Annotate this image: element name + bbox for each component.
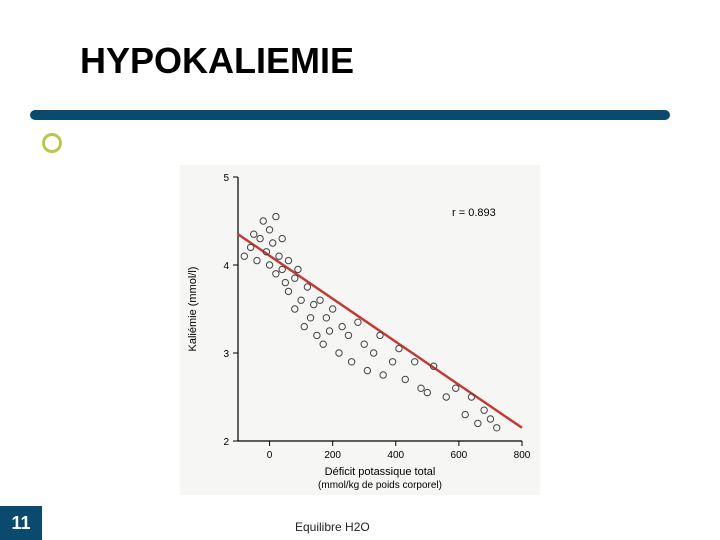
svg-text:4: 4: [223, 261, 229, 272]
svg-text:800: 800: [514, 450, 531, 461]
scatter-chart: 2 3 4 5 0 200 400 600 800 Kaliémie (mmol/l) Défici…: [180, 165, 540, 495]
title-underline: [30, 110, 670, 120]
svg-text:Déficit potassique total: Déficit potassique total: [325, 466, 436, 478]
slide: HYPOKALIEMIE 2 3 4 5 0 200 400 600 800 Kaliémie (…: [0, 0, 720, 540]
correlation-label: r = 0.893: [452, 207, 496, 219]
svg-text:0: 0: [267, 450, 273, 461]
svg-text:400: 400: [387, 450, 404, 461]
svg-text:600: 600: [451, 450, 468, 461]
page-title: HYPOKALIEMIE: [80, 40, 354, 82]
svg-text:3: 3: [223, 349, 229, 360]
bullet-icon: [42, 133, 62, 153]
svg-text:2: 2: [223, 437, 229, 448]
svg-text:Kaliémie (mmol/l): Kaliémie (mmol/l): [187, 267, 199, 352]
svg-text:(mmol/kg de poids corporel): (mmol/kg de poids corporel): [318, 480, 442, 491]
svg-text:5: 5: [223, 173, 229, 184]
page-number: 11: [0, 506, 42, 540]
footer-text: Equilibre H2O: [295, 520, 370, 534]
svg-text:200: 200: [324, 450, 341, 461]
